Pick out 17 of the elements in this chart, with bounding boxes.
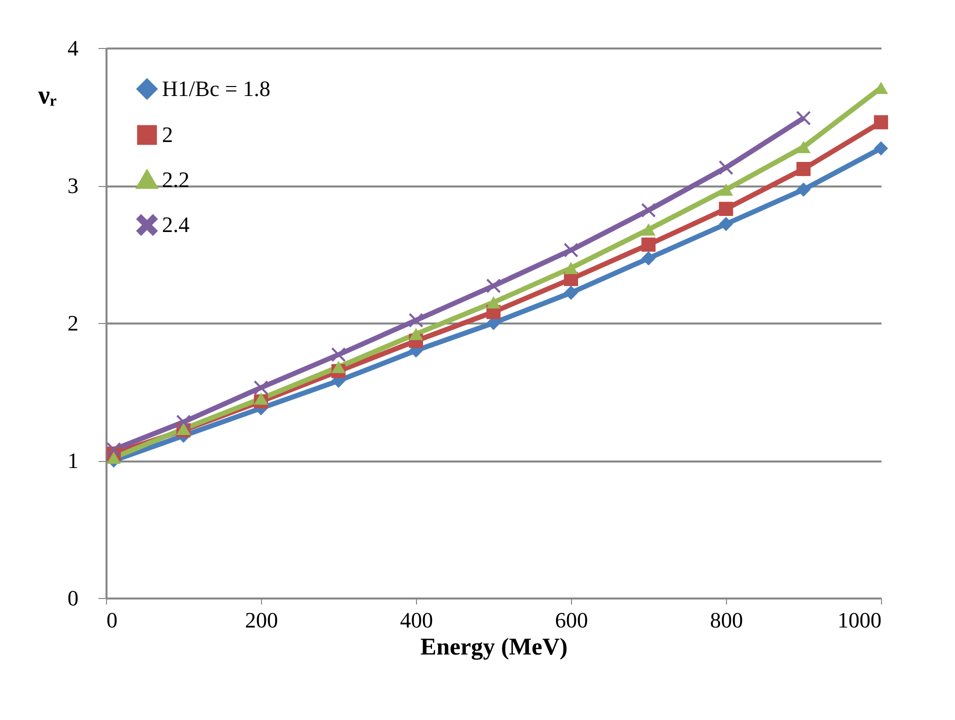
y-tick-label: 3 <box>68 173 78 198</box>
legend-label: 2.4 <box>162 212 190 237</box>
legend-label: 2 <box>162 122 173 147</box>
x-tick-label: 600 <box>555 608 588 632</box>
x-tick-label: 800 <box>710 608 743 632</box>
x-tick-label: 0 <box>106 608 118 632</box>
x-tick-label: 1000 <box>838 608 882 632</box>
x-axis-title: Energy (MeV) <box>420 634 568 660</box>
y-tick-label: 0 <box>68 586 78 610</box>
y-tick-label: 2 <box>68 310 78 336</box>
legend-label: 2.2 <box>162 167 190 192</box>
x-tick-label: 200 <box>245 608 278 632</box>
legend-label: H1/Bc = 1.8 <box>162 76 270 101</box>
x-tick-label: 400 <box>400 608 433 632</box>
y-tick-label: 4 <box>68 36 78 60</box>
y-tick-label: 1 <box>68 448 78 473</box>
y-axis-title: νᵣ <box>37 80 57 110</box>
